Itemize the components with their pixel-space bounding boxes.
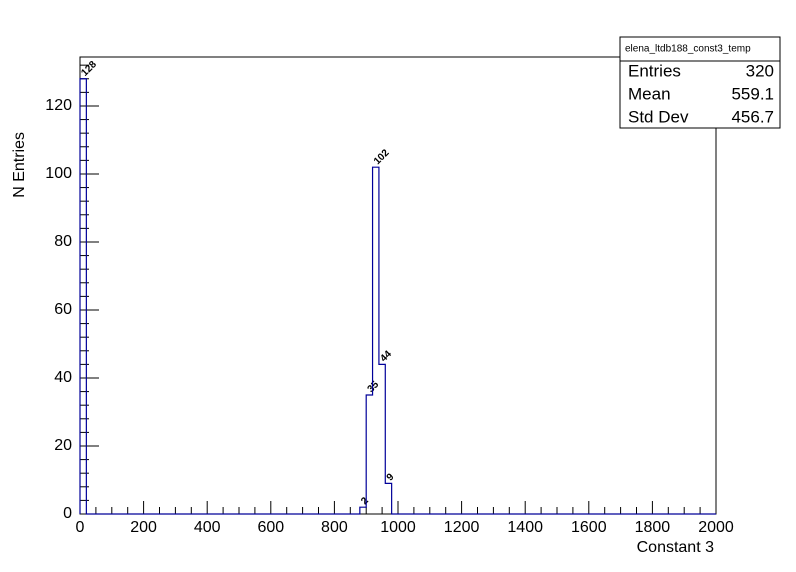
x-tick-label: 1600 — [571, 519, 607, 536]
y-tick-label: 40 — [54, 369, 72, 386]
value-label: 44 — [378, 348, 394, 364]
stats-value: 559.1 — [731, 84, 774, 103]
stats-label: Std Dev — [628, 107, 689, 126]
x-tick-label: 800 — [321, 519, 348, 536]
y-tick-label: 100 — [45, 165, 72, 182]
y-tick-label: 80 — [54, 233, 72, 250]
stats-value: 320 — [746, 61, 774, 80]
stats-label: Mean — [628, 84, 671, 103]
stats-value: 456.7 — [731, 107, 774, 126]
x-tick-label: 1000 — [380, 519, 416, 536]
y-tick-label: 20 — [54, 437, 72, 454]
bar — [80, 79, 86, 514]
x-axis-label: Constant 3 — [637, 539, 714, 556]
value-label: 128 — [79, 59, 99, 79]
stats-box: elena_ltdb188_const3_temp Entries 320 Mean… — [619, 36, 781, 129]
y-tick-label: 0 — [63, 505, 72, 522]
x-tick-label: 200 — [130, 519, 157, 536]
bar — [360, 507, 366, 514]
x-tick-label: 400 — [194, 519, 221, 536]
value-label: 102 — [372, 147, 392, 167]
y-tick-label: 120 — [45, 97, 72, 114]
x-tick-label: 1800 — [635, 519, 671, 536]
bar — [373, 167, 379, 514]
bar — [379, 364, 385, 514]
x-tick-label: 0 — [76, 519, 85, 536]
x-tick-label: 2000 — [698, 519, 734, 536]
stats-label: Entries — [628, 61, 681, 80]
histogram-outline — [79, 78, 716, 515]
x-tick-label: 1200 — [444, 519, 480, 536]
y-tick-label: 60 — [54, 301, 72, 318]
stats-title: elena_ltdb188_const3_temp — [625, 44, 751, 55]
bar — [366, 395, 372, 514]
x-tick-label: 1400 — [507, 519, 543, 536]
x-tick-label: 600 — [257, 519, 284, 536]
y-axis-label: N Entries — [11, 132, 28, 198]
stats-frame — [619, 36, 781, 129]
bar — [385, 483, 391, 514]
value-label: 9 — [385, 471, 397, 483]
